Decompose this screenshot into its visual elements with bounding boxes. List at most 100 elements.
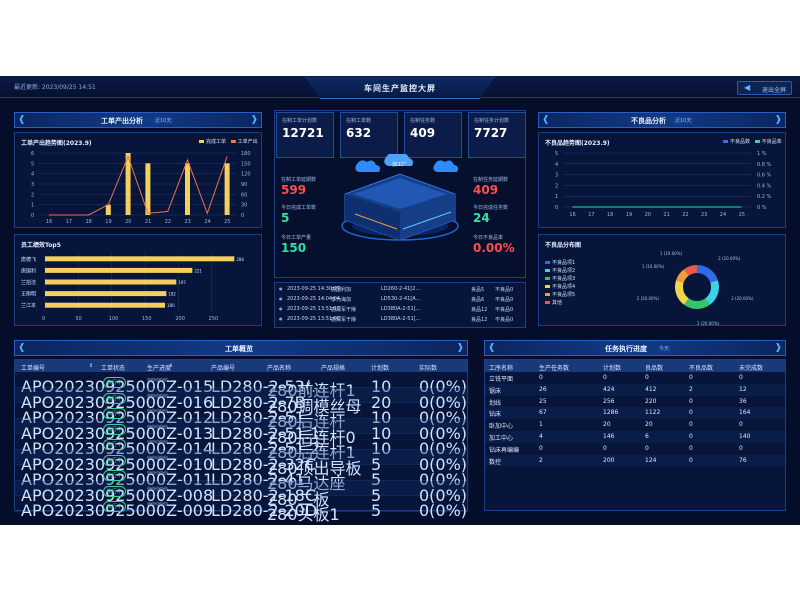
order-cell: 280马达座 [267, 474, 346, 493]
order-cell: 5 [371, 501, 382, 520]
task-cell: 412 [645, 385, 657, 393]
task-cell: 0 [689, 374, 693, 381]
pie-legend-item: 不良品项3 [545, 275, 575, 283]
tasks-section-header: ❰ 任务执行进度 今天 ❱ [484, 340, 786, 356]
order-cell: LD280-2-7B [211, 392, 306, 412]
pie-label: 1 (10.00%) [660, 251, 683, 256]
table-row[interactable]: APO20230925000Z-014 执行中 ◎-◎-◎-◎-◎ LD280-2-5… [15, 434, 469, 462]
order-cell: 20 [371, 392, 392, 412]
stat-label: 在制任务数 [410, 118, 436, 124]
exit-fullscreen-button[interactable]: ◀ 退出全屏 [737, 81, 792, 95]
x-tick-label: 18 [86, 219, 92, 225]
stat-value: 599 [281, 183, 307, 197]
left-tick-label: 0 [555, 205, 558, 211]
employee-name: 唐国利 [21, 267, 36, 274]
log-cell: 不良品0 [495, 297, 514, 303]
stat-card: 今日完成任务数 24 [468, 200, 526, 226]
task-row[interactable]: 加工中心 4 146 6 0 140 [485, 431, 787, 443]
stat-card: 在制工单计划数 12721 [276, 112, 334, 158]
left-tick-label: 3 [31, 182, 34, 188]
orders-col-header[interactable]: 工单状态 [101, 365, 126, 372]
task-row[interactable]: 数控 2 200 124 0 76 [485, 454, 787, 467]
table-row[interactable]: APO20230925000Z-016 执行中 ◎-◎-◎-◎-◎ LD280-2-7… [15, 387, 469, 416]
task-cell: 1286 [603, 409, 619, 417]
stat-card: 在制任务延期数 409 [468, 172, 526, 198]
x-tick-label: 25 [224, 219, 230, 225]
legend-label: 不良品项2 [552, 268, 576, 274]
stat-label: 在制工单延期数 [281, 177, 317, 183]
defect-trend-panel: 不良品趋势图(2023.9) 不良品数 不良品率 5 1 % 4 0.8 % 3 0.6 … [538, 132, 786, 228]
left-tick-label: 4 [31, 172, 34, 178]
table-row[interactable]: APO20230925000Z-008 执行中 ◎-◎-◎-◎-◎ LD280-2-1… [15, 480, 469, 509]
defect-range-tag[interactable]: 近10天 [673, 117, 694, 124]
cloud-icon [384, 154, 413, 166]
stat-value: 409 [410, 126, 436, 140]
task-row[interactable]: 立铣平面 0 0 0 0 0 [485, 372, 787, 384]
pie-legend-item: 不良品项5 [545, 291, 575, 299]
orders-col-header[interactable]: 工单编号 [21, 365, 46, 372]
stat-label: 在制工单计划数 [282, 118, 318, 124]
legend-swatch-count [723, 140, 728, 143]
page-title: 车间生产监控大屏 [364, 84, 436, 93]
x-tick-label: 50 [75, 316, 81, 322]
table-row[interactable]: APO20230925000Z-012 执行中 ◎-◎-◎-◎-◎ LD280-2-5… [15, 403, 469, 431]
task-cell: 2 [539, 456, 543, 464]
task-row[interactable]: 钻床 67 1286 1122 0 164 [485, 407, 787, 420]
x-tick-label: 22 [682, 212, 688, 218]
table-row[interactable]: APO20230925000Z-015 执行中 ◎-◎-◎-◎-◎ LD280-2-5… [15, 372, 469, 400]
tasks-col-header: 工序名称 [489, 365, 514, 372]
orders-table-header: 工单编号 ⇕ 工单状态 ⇕ 生产进度 产品编号 产品名称 产品规格 计划数 实际数 [15, 360, 467, 372]
log-cell: LD530-2-41[A... [381, 296, 421, 302]
right-tick-label: 0.4 % [757, 183, 772, 189]
right-tick-label: 120 [241, 172, 251, 178]
stat-card: 今日工单产量 150 [276, 230, 334, 256]
orders-col-header: 计划数 [371, 365, 390, 372]
chevron-left-icon: ❰ [18, 343, 26, 353]
orders-section-title: 工单概览 [225, 345, 253, 353]
log-cell: LD260-2-41[2... [381, 286, 421, 292]
output-bar [105, 204, 111, 215]
table-row[interactable]: APO20230925000Z-010 执行中 ◎-◎-◎-◎-◎ LD280-2-3… [15, 449, 469, 478]
back-arrow-icon: ◀ [744, 83, 751, 92]
log-cell: 2023-09-25 13:51:06 [287, 316, 341, 322]
x-tick-label: 23 [701, 212, 707, 218]
stat-label: 今日工单产量 [281, 235, 312, 241]
task-row[interactable]: 钻床再编编 0 0 0 0 0 [485, 443, 787, 455]
tasks-range-tag[interactable]: 今天 [657, 345, 672, 352]
progress-steps: ◎-◎-◎-◎-◎ [147, 439, 168, 445]
table-row[interactable]: APO20230925000Z-011 执行中 ◎-◎-◎-◎-◎ LD280-2-4… [15, 465, 469, 493]
task-cell: 0 [739, 444, 743, 452]
task-row[interactable]: 卧加中心 1 20 20 0 0 [485, 419, 787, 431]
order-cell: 10 [371, 377, 392, 396]
legend-count-label: 不良品数 [730, 139, 751, 145]
stat-value: 150 [281, 241, 307, 255]
orders-col-header: 产品规格 [321, 365, 346, 372]
table-row[interactable]: APO20230925000Z-009 执行中 ◎-◎-◎-◎-◎ LD280-2-2… [15, 496, 469, 524]
employee-bar [45, 291, 167, 297]
sort-icon[interactable]: ⇕ [89, 363, 94, 369]
left-tick-label: 0 [31, 213, 34, 219]
stat-value: 0.00% [473, 241, 515, 255]
x-tick-label: 24 [204, 219, 210, 225]
task-cell: 0 [603, 444, 607, 452]
table-row[interactable]: APO20230925000Z-013 执行中 ◎-◎-◎-◎-◎ LD280-2-5… [15, 418, 469, 447]
task-cell: 0 [645, 374, 649, 381]
x-tick-label: 150 [142, 316, 152, 322]
output-bar [224, 163, 230, 215]
task-cell: 加工中心 [489, 435, 514, 442]
task-row[interactable]: 锯床 26 424 412 2 12 [485, 383, 787, 396]
task-cell: 200 [603, 456, 615, 464]
order-cell: 10 [371, 408, 392, 427]
orders-col-header: 生产进度 [147, 365, 172, 372]
output-line [48, 155, 228, 216]
order-cell: APO20230925000Z-008 [21, 485, 214, 505]
right-tick-label: 0 [241, 213, 244, 219]
output-range-tag[interactable]: 近10天 [153, 117, 174, 124]
task-row[interactable]: 划线 25 256 220 0 36 [485, 396, 787, 408]
task-cell: 20 [645, 421, 653, 429]
tasks-col-header: 生产任务数 [539, 365, 570, 372]
employee-value: 221 [194, 268, 202, 273]
sort-icon[interactable]: ⇕ [169, 363, 174, 369]
stat-value: 5 [281, 211, 290, 225]
order-cell: 5 [371, 470, 382, 489]
